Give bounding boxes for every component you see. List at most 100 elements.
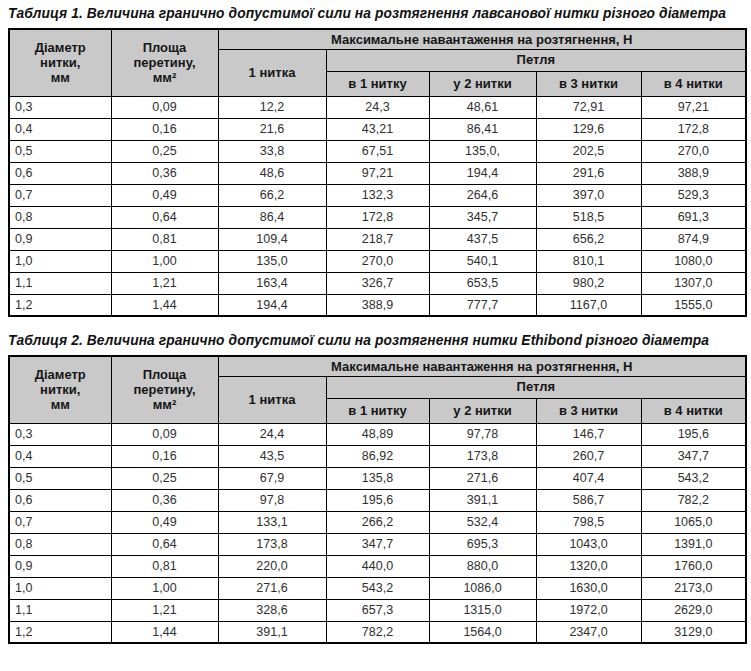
header-cell-area: Площа перетину, мм² bbox=[111, 29, 218, 96]
table1-body: 0,30,0912,224,348,6172,91 97,21 0,40,1621,… bbox=[9, 96, 746, 316]
cell: 194,4 bbox=[429, 162, 536, 184]
cell: 135,8 bbox=[326, 467, 429, 489]
header-cell-loop-4: в 4 нитки bbox=[641, 71, 746, 96]
cell: 980,2 bbox=[536, 272, 641, 294]
cell: 97,78 bbox=[429, 423, 536, 445]
cell: 1555,0 bbox=[641, 294, 746, 316]
cell: 97,8 bbox=[218, 489, 326, 511]
header-cell-loop-1: в 1 нитку bbox=[326, 71, 429, 96]
cell: 0,7 bbox=[9, 184, 111, 206]
cell: 391,1 bbox=[429, 489, 536, 511]
header-cell-max-load: Максимальне навантаження на розтягнення,… bbox=[218, 356, 746, 376]
cell: 437,5 bbox=[429, 228, 536, 250]
cell: 1630,0 bbox=[536, 577, 641, 599]
header-cell-one-thread: 1 нитка bbox=[218, 49, 326, 96]
cell: 1086,0 bbox=[429, 577, 536, 599]
cell: 1,44 bbox=[111, 621, 218, 643]
cell: 0,3 bbox=[9, 96, 111, 118]
cell: 86,41 bbox=[429, 118, 536, 140]
ethibond-thread-table: Діаметр нитки, мм Площа перетину, мм² Ма… bbox=[8, 355, 747, 644]
cell: 1,00 bbox=[111, 250, 218, 272]
cell: 391,1 bbox=[218, 621, 326, 643]
cell: 67,51 bbox=[326, 140, 429, 162]
cell: 135,0 bbox=[218, 250, 326, 272]
table-row: 0,90,81109,4218,7437,5656,2874,9 bbox=[9, 228, 746, 250]
cell: 270,0 bbox=[326, 250, 429, 272]
table-row: 1,21,44194,4388,9777,71167,01555,0 bbox=[9, 294, 746, 316]
cell: 874,9 bbox=[641, 228, 746, 250]
cell: 132,3 bbox=[326, 184, 429, 206]
cell: 86,92 bbox=[326, 445, 429, 467]
cell: 326,7 bbox=[326, 272, 429, 294]
cell: 271,6 bbox=[218, 577, 326, 599]
cell: 129,6 bbox=[536, 118, 641, 140]
document-page: Таблиця 1. Величина гранично допустимої … bbox=[0, 0, 751, 644]
cell: 260,7 bbox=[536, 445, 641, 467]
cell: 194,4 bbox=[218, 294, 326, 316]
cell: 0,5 bbox=[9, 467, 111, 489]
cell: 0,09 bbox=[111, 423, 218, 445]
cell: 172,8 bbox=[641, 118, 746, 140]
cell: 72,91 bbox=[536, 96, 641, 118]
table2-header: Діаметр нитки, мм Площа перетину, мм² Ма… bbox=[9, 356, 746, 423]
cell: 1043,0 bbox=[536, 533, 641, 555]
cell: 440,0 bbox=[326, 555, 429, 577]
header-cell-max-load: Максимальне навантаження на розтягнення,… bbox=[218, 29, 746, 49]
cell: 2173,0 bbox=[641, 577, 746, 599]
cell: 1320,0 bbox=[536, 555, 641, 577]
cell: 24,3 bbox=[326, 96, 429, 118]
cell: 0,49 bbox=[111, 511, 218, 533]
cell: 810,1 bbox=[536, 250, 641, 272]
cell: 0,36 bbox=[111, 162, 218, 184]
header-cell-area: Площа перетину, мм² bbox=[111, 356, 218, 423]
cell: 43,5 bbox=[218, 445, 326, 467]
cell: 48,6 bbox=[218, 162, 326, 184]
cell: 2347,0 bbox=[536, 621, 641, 643]
table-row: 0,70,49133,1266,2532,4798,51065,0 bbox=[9, 511, 746, 533]
cell: 1,0 bbox=[9, 250, 111, 272]
cell: 218,7 bbox=[326, 228, 429, 250]
header-cell-loop: Петля bbox=[326, 376, 746, 398]
cell: 0,64 bbox=[111, 206, 218, 228]
cell: 1,21 bbox=[111, 599, 218, 621]
table-row: 0,30,0924,448,8997,78146,7195,6 bbox=[9, 423, 746, 445]
cell: 270,0 bbox=[641, 140, 746, 162]
cell: 0,64 bbox=[111, 533, 218, 555]
cell: 388,9 bbox=[326, 294, 429, 316]
cell: 0,9 bbox=[9, 555, 111, 577]
cell: 12,2 bbox=[218, 96, 326, 118]
cell: 1315,0 bbox=[429, 599, 536, 621]
cell: 1,1 bbox=[9, 599, 111, 621]
cell: 97,21 bbox=[326, 162, 429, 184]
table-row: 0,80,6486,4172,8345,7518,5691,3 bbox=[9, 206, 746, 228]
cell: 1167,0 bbox=[536, 294, 641, 316]
cell: 1307,0 bbox=[641, 272, 746, 294]
cell: 0,6 bbox=[9, 489, 111, 511]
table-row: 1,01,00135,0270,0540,1810,11080,0 bbox=[9, 250, 746, 272]
cell: 0,36 bbox=[111, 489, 218, 511]
header-cell-loop-3: в 3 нитки bbox=[536, 71, 641, 96]
table-row: 0,40,1621,643,2186,41129,6172,8 bbox=[9, 118, 746, 140]
cell: 777,7 bbox=[429, 294, 536, 316]
cell: 172,8 bbox=[326, 206, 429, 228]
cell: 1,1 bbox=[9, 272, 111, 294]
cell: 347,7 bbox=[641, 445, 746, 467]
cell: 656,2 bbox=[536, 228, 641, 250]
cell: 653,5 bbox=[429, 272, 536, 294]
cell: 0,09 bbox=[111, 96, 218, 118]
cell: 195,6 bbox=[326, 489, 429, 511]
cell: 66,2 bbox=[218, 184, 326, 206]
table-row: 1,01,00271,6543,21086,01630,02173,0 bbox=[9, 577, 746, 599]
cell: 133,1 bbox=[218, 511, 326, 533]
cell: 1391,0 bbox=[641, 533, 746, 555]
table-row: 0,60,3697,8195,6391,1586,7782,2 bbox=[9, 489, 746, 511]
cell: 782,2 bbox=[641, 489, 746, 511]
cell: 1,44 bbox=[111, 294, 218, 316]
cell: 33,8 bbox=[218, 140, 326, 162]
cell: 146,7 bbox=[536, 423, 641, 445]
cell: 135,0, bbox=[429, 140, 536, 162]
table-row: 0,50,2533,867,51135,0,202,5270,0 bbox=[9, 140, 746, 162]
cell: 48,89 bbox=[326, 423, 429, 445]
cell: 0,81 bbox=[111, 555, 218, 577]
cell: 48,61 bbox=[429, 96, 536, 118]
